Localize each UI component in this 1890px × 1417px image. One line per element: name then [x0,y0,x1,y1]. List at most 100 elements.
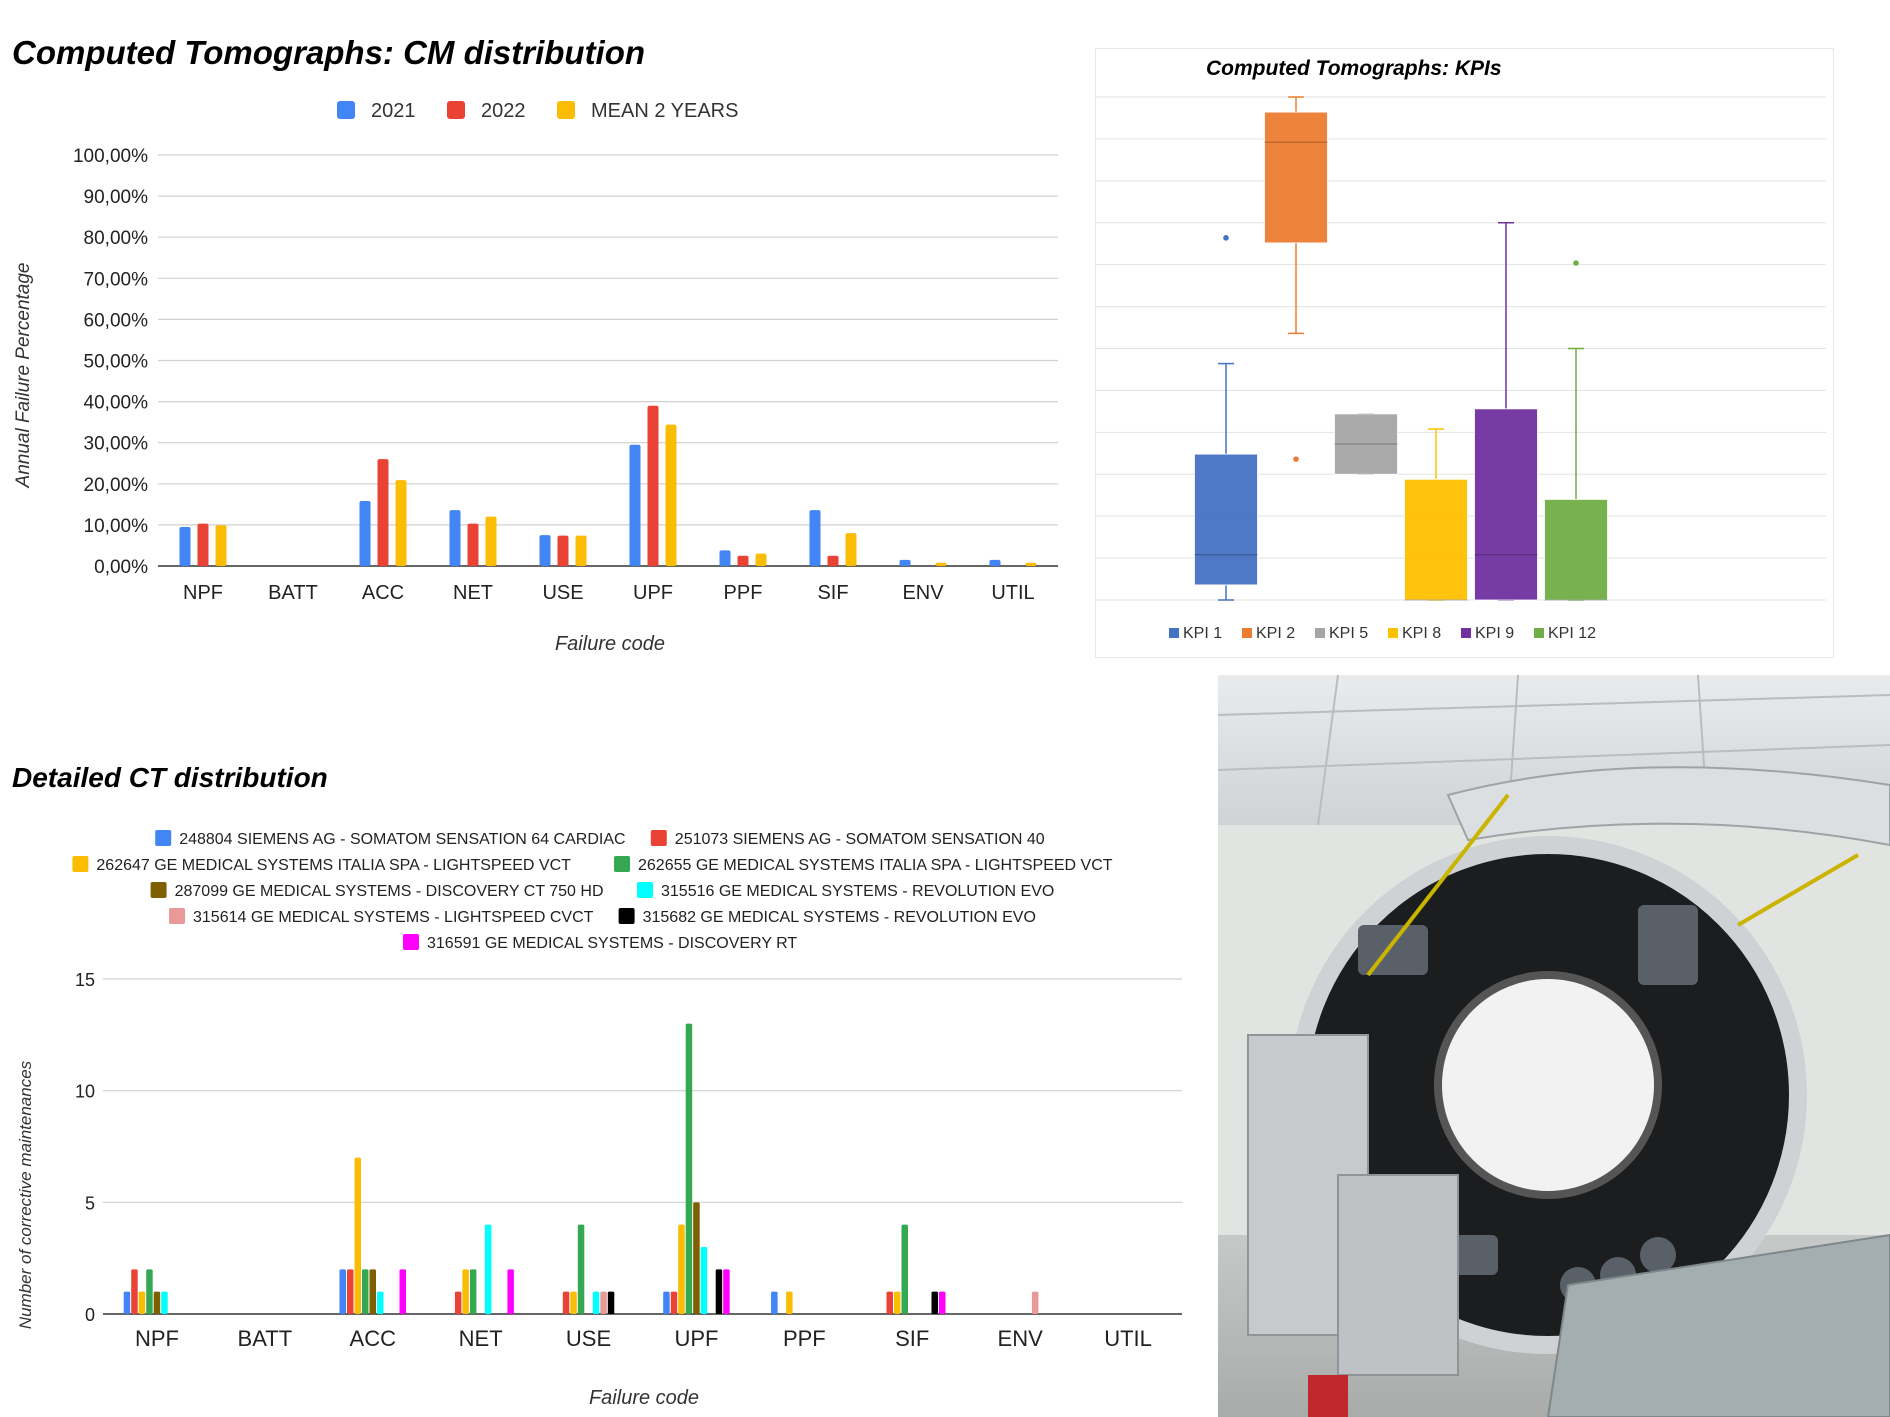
legend-swatch [337,101,355,119]
x-tick-label: UTIL [991,582,1034,604]
bar [786,1291,793,1314]
legend-label: 287099 GE MEDICAL SYSTEMS - DISCOVERY CT… [175,883,604,900]
cm-chart: 0,00% 10,00% 20,00% 30,00% 40,00% 50,00% 60,00… [13,100,1058,655]
bar [899,559,911,566]
bar [719,550,731,566]
x-tick-label: USE [542,582,583,604]
bar [449,510,461,566]
y-tick-label: 20,00% [84,475,149,496]
bar [931,1291,938,1314]
legend-label: MEAN 2 YEARS [591,100,738,122]
bar [845,533,857,566]
legend-label: KPI 2 [1256,625,1295,642]
x-axis-title: Failure code [555,633,665,655]
y-tick-label: 60,00% [84,310,149,331]
bar [886,1291,893,1314]
x-tick-label: ACC [350,1326,397,1351]
bar [454,1291,462,1314]
x-tick-label: SIF [817,582,848,604]
y-tick-label: 40,00% [84,393,149,414]
x-tick-label: ACC [362,582,404,604]
box [1194,453,1258,586]
kpi-chart-title: Computed Tomographs: KPIs [1206,57,1502,80]
bar [146,1269,153,1314]
bar [647,405,659,566]
bar [989,559,1001,566]
ct-chart-title: Detailed CT distribution [12,762,328,793]
y-tick-label: 50,00% [84,352,149,373]
x-tick-label: NPF [183,582,223,604]
bar [685,1023,693,1314]
x-tick-label: NPF [135,1326,179,1351]
bar [755,553,767,566]
x-tick-label: SIF [895,1326,929,1351]
bar [577,1224,585,1314]
legend-label: 251073 SIEMENS AG - SOMATOM SENSATION 40 [675,831,1045,848]
y-axis-title: Number of corrective maintenances [16,1060,35,1329]
legend-swatch [1461,628,1471,638]
ct-scanner-photo [1218,675,1890,1417]
legend-swatch [447,101,465,119]
bar [663,1291,670,1314]
legend-swatch [1388,628,1398,638]
legend-swatch [637,882,653,898]
y-tick-label: 0 [85,1305,95,1325]
bar [161,1291,168,1314]
legend-swatch [169,908,185,924]
bar [359,501,371,566]
y-tick-label: 70,00% [84,269,149,290]
legend-swatch [155,830,172,846]
bar [592,1291,600,1314]
legend-label: KPI 1 [1183,625,1222,642]
legend-swatch [614,856,630,872]
bar [1025,562,1037,566]
x-tick-label: PPF [724,582,763,604]
x-tick-label: BATT [238,1326,293,1351]
box [1474,408,1538,601]
bar [670,1291,678,1314]
box [1334,413,1398,475]
legend-swatch [1534,628,1544,638]
bar [362,1269,369,1314]
ct-scanner-illustration [1218,675,1890,1417]
bar [179,526,191,566]
bar [138,1291,146,1314]
legend-label: 262655 GE MEDICAL SYSTEMS ITALIA SPA - L… [638,857,1113,874]
bar [715,1269,723,1314]
bar [771,1291,778,1314]
x-tick-label: ENV [902,582,944,604]
bar [539,535,551,566]
bar [484,1224,492,1314]
bar [693,1202,700,1314]
box-outlier [1223,235,1229,241]
y-tick-label: 100,00% [73,146,148,167]
legend-label: 315614 GE MEDICAL SYSTEMS - LIGHTSPEED C… [193,909,594,926]
legend-label: KPI 12 [1548,625,1596,642]
kpi-chart-frame: Computed Tomographs: KPIs KPI 1 KPI 2 KPI … [1095,48,1834,658]
y-tick-label: 15 [75,970,95,990]
legend-label: 316591 GE MEDICAL SYSTEMS - DISCOVERY RT [427,935,797,952]
legend-label: 248804 SIEMENS AG - SOMATOM SENSATION 64… [179,831,625,848]
x-tick-label: NET [453,582,493,604]
bar [399,1269,406,1314]
bar [153,1291,161,1314]
bar [467,523,479,566]
bar [629,444,641,566]
y-tick-label: 5 [85,1193,95,1213]
bar [939,1291,946,1314]
legend-swatch [650,830,667,846]
y-tick-label: 90,00% [84,187,149,208]
bar [665,424,677,566]
legend-swatch [618,908,635,924]
x-axis-title: Failure code [589,1387,699,1409]
bar [809,510,821,566]
bar [215,525,227,566]
x-tick-label: NET [459,1326,503,1351]
bar [737,555,749,566]
x-tick-label: UPF [633,582,673,604]
legend-label: KPI 9 [1475,625,1514,642]
bar [570,1291,577,1314]
legend-swatch [1315,628,1325,638]
legend-label: 2022 [481,100,526,122]
y-tick-label: 10,00% [84,516,149,537]
